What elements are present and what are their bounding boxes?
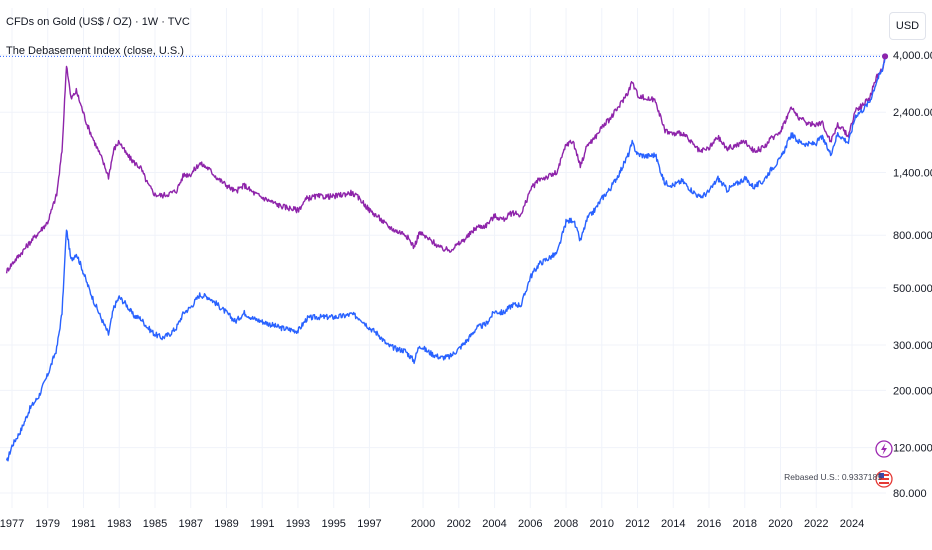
series-line-gold [5, 56, 886, 462]
x-tick-label: 1989 [214, 518, 238, 530]
x-tick-label: 2010 [590, 518, 614, 530]
y-tick-label: 800.000 [893, 230, 932, 242]
x-tick-label: 1991 [250, 518, 274, 530]
y-tick-label: 80.000 [893, 488, 927, 500]
x-tick-label: 1977 [0, 518, 24, 530]
x-tick-label: 1995 [321, 518, 345, 530]
x-tick-label: 1993 [286, 518, 310, 530]
y-tick-label: 4,000.000 [893, 50, 932, 62]
currency-button[interactable]: USD [889, 12, 926, 40]
x-tick-label: 2012 [625, 518, 649, 530]
x-tick-label: 1981 [71, 518, 95, 530]
y-tick-label: 500.000 [893, 283, 932, 295]
x-tick-label: 1983 [107, 518, 131, 530]
x-tick-label: 2006 [518, 518, 542, 530]
x-tick-label: 2016 [697, 518, 721, 530]
y-tick-label: 200.000 [893, 385, 932, 397]
x-tick-label: 2024 [840, 518, 864, 530]
last-point-marker [882, 53, 889, 60]
x-tick-label: 2020 [768, 518, 792, 530]
x-tick-label: 1987 [178, 518, 202, 530]
x-tick-label: 1985 [143, 518, 167, 530]
us-flag-icon [875, 470, 893, 488]
y-tick-label: 300.000 [893, 340, 932, 352]
x-tick-label: 2008 [554, 518, 578, 530]
x-tick-label: 2002 [447, 518, 471, 530]
chart-title[interactable]: CFDs on Gold (US$ / OZ) · 1W · TVC [6, 16, 190, 28]
x-tick-label: 2014 [661, 518, 685, 530]
lightning-icon [875, 440, 893, 458]
x-tick-label: 2004 [482, 518, 506, 530]
indicator-legend[interactable]: The Debasement Index (close, U.S.) [6, 45, 184, 57]
x-tick-label: 2000 [411, 518, 435, 530]
x-tick-label: 1997 [357, 518, 381, 530]
y-tick-label: 120.000 [893, 443, 932, 455]
x-tick-label: 1979 [36, 518, 60, 530]
series-line-debasement-index [5, 56, 886, 274]
rebased-annotation: Rebased U.S.: 0.9337185 [784, 472, 882, 482]
x-tick-label: 2022 [804, 518, 828, 530]
y-tick-label: 2,400.000 [893, 107, 932, 119]
y-tick-label: 1,400.000 [893, 168, 932, 180]
x-tick-label: 2018 [733, 518, 757, 530]
